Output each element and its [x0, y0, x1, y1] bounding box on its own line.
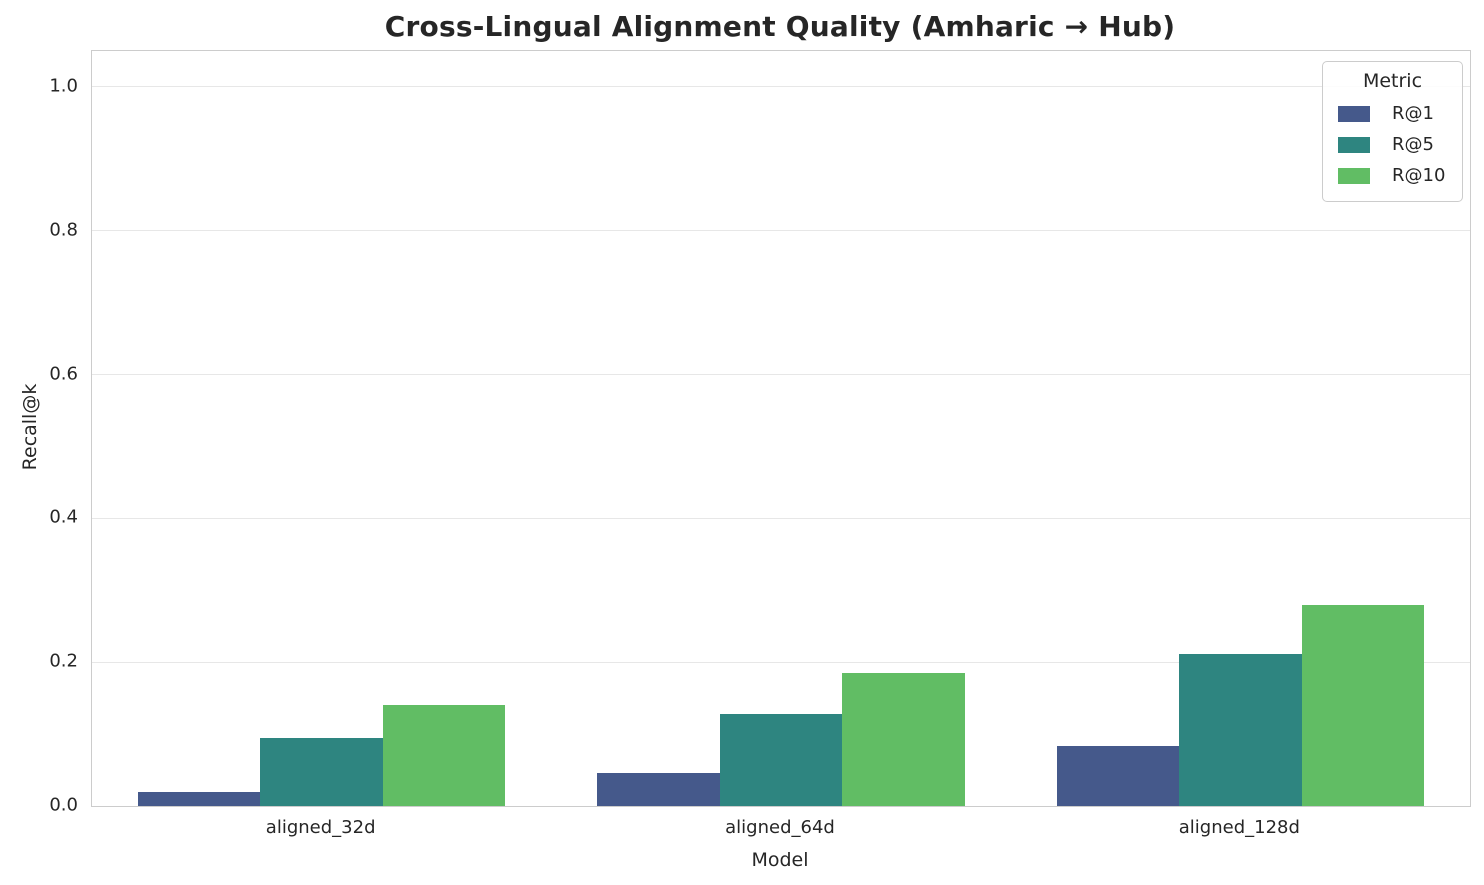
y-axis-label: Recall@k: [19, 383, 41, 471]
bar-r10-aligned-32d: [382, 704, 506, 806]
bar-r10-aligned-128d: [1301, 604, 1425, 806]
legend-entry-r10: R@10: [1323, 160, 1462, 191]
bar-r5-aligned-64d: [719, 713, 843, 806]
x-axis-label: Model: [751, 849, 809, 871]
x-tick-label-aligned-128d: aligned_128d: [1178, 817, 1300, 838]
bar-r5-aligned-128d: [1179, 653, 1302, 806]
legend-swatch-r5: [1338, 136, 1370, 153]
bar-r1-aligned-128d: [1056, 746, 1180, 806]
chart-title: Cross-Lingual Alignment Quality (Amharic…: [384, 10, 1176, 43]
gridline-y-0.6: [92, 374, 1470, 376]
legend-swatch-r10: [1338, 167, 1370, 184]
bar-r1-aligned-32d: [137, 791, 261, 806]
y-tick-label-0.2: 0.2: [49, 650, 78, 672]
legend-title: Metric: [1362, 70, 1423, 92]
legend-label-r5: R@5: [1392, 134, 1434, 155]
y-tick-label-0.0: 0.0: [49, 794, 78, 816]
gridline-y-0.8: [92, 230, 1470, 232]
y-tick-label-0.6: 0.6: [49, 363, 78, 385]
y-tick-label-1.0: 1.0: [49, 75, 78, 97]
legend: Metric R@1 R@5 R@10: [1322, 61, 1463, 202]
legend-entry-r5: R@5: [1323, 129, 1462, 160]
legend-label-r10: R@10: [1392, 165, 1446, 186]
bar-r1-aligned-64d: [597, 772, 720, 806]
bar-r10-aligned-64d: [842, 672, 965, 806]
gridline-y-0.2: [92, 661, 1470, 663]
gridline-y-0.4: [92, 517, 1470, 519]
legend-entries: R@1 R@5 R@10: [1323, 98, 1462, 191]
x-tick-label-aligned-32d: aligned_32d: [265, 817, 376, 838]
legend-swatch-r1: [1338, 105, 1370, 122]
y-tick-label-0.4: 0.4: [49, 506, 78, 528]
y-tick-label-0.8: 0.8: [49, 219, 78, 241]
legend-entry-r1: R@1: [1323, 98, 1462, 129]
gridline-y-1.0: [92, 86, 1470, 88]
legend-label-r1: R@1: [1392, 103, 1434, 124]
plot-area: [91, 50, 1471, 807]
x-tick-label-aligned-64d: aligned_64d: [725, 817, 835, 838]
bar-r5-aligned-32d: [260, 738, 383, 806]
